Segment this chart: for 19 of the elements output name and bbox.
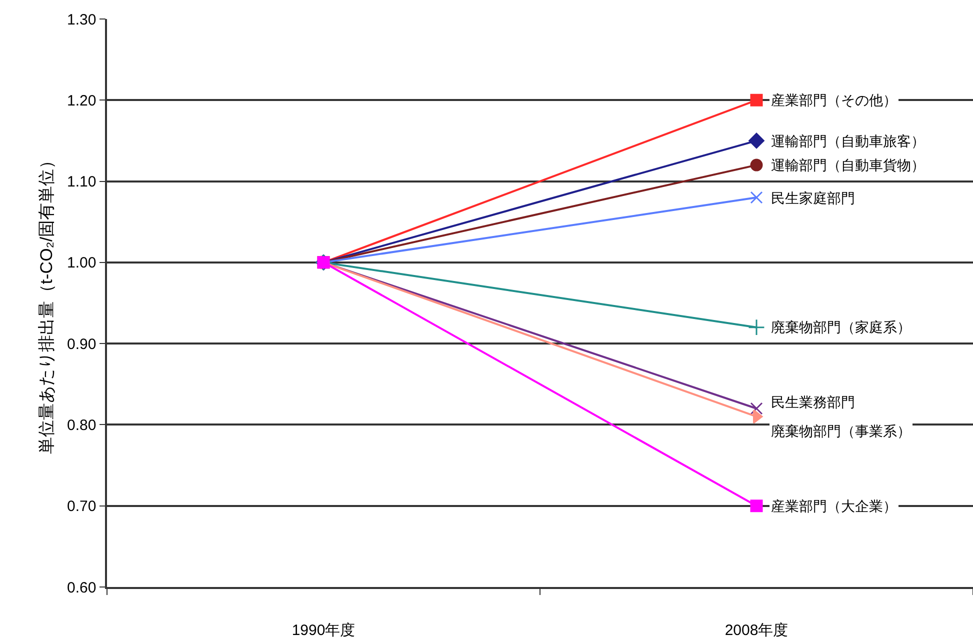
series-label: 廃棄物部門（家庭系） bbox=[771, 319, 911, 335]
series-label: 民生業務部門 bbox=[771, 394, 855, 410]
y-tick-label: 0.60 bbox=[67, 579, 96, 596]
y-tick-label: 0.80 bbox=[67, 416, 96, 434]
series-label: 民生家庭部門 bbox=[771, 190, 855, 206]
x-tick-label: 1990年度 bbox=[292, 622, 356, 639]
series-label: 産業部門（その他） bbox=[771, 92, 897, 108]
x-tick-label: 2008年度 bbox=[724, 622, 788, 639]
series-label: 運輸部門（自動車旅客） bbox=[771, 133, 925, 149]
y-axis-title: 単位量あたり排出量（t-CO₂/固有単位） bbox=[37, 152, 56, 454]
y-tick-label: 0.90 bbox=[67, 336, 96, 353]
y-tick-label: 1.00 bbox=[67, 254, 96, 272]
y-tick-label: 1.10 bbox=[67, 174, 96, 191]
series-label: 廃棄物部門（事業系） bbox=[771, 423, 911, 439]
y-tick-label: 0.70 bbox=[67, 498, 96, 516]
y-tick-label: 1.30 bbox=[67, 11, 96, 28]
series-label: 運輸部門（自動車貨物） bbox=[771, 157, 925, 173]
series-label: 産業部門（大企業） bbox=[771, 498, 897, 514]
y-tick-label: 1.20 bbox=[67, 92, 96, 110]
